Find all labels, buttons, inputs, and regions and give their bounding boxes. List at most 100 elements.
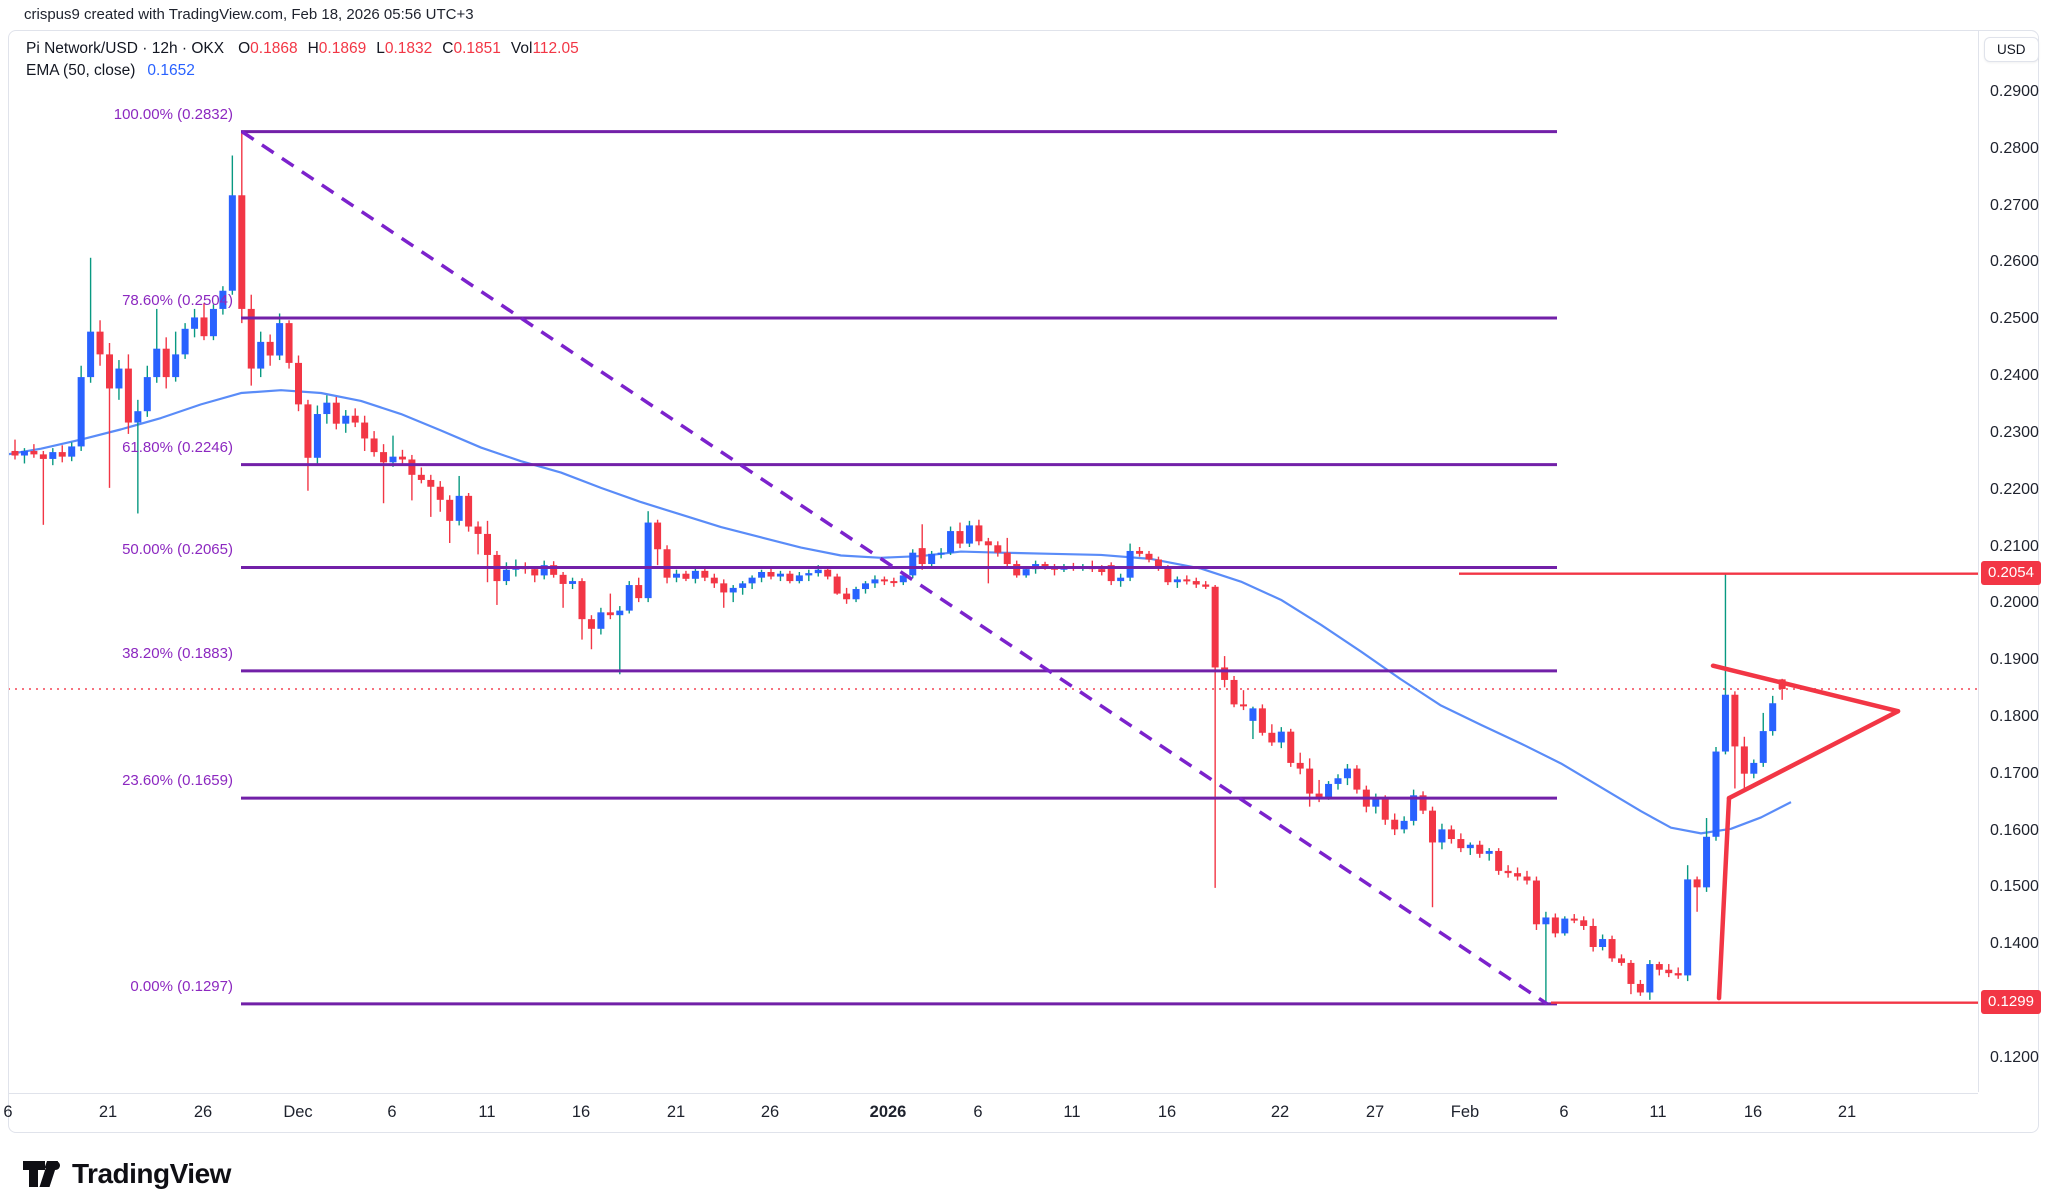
fib-level-label: 61.80% (0.2246) xyxy=(122,438,233,456)
candle-body xyxy=(691,570,699,579)
candle-body xyxy=(1447,829,1455,840)
candle-body xyxy=(58,452,66,457)
y-axis-tick: 0.2100 xyxy=(1990,537,2039,555)
ohlc-key: O xyxy=(238,40,251,57)
candle-body xyxy=(1429,810,1436,843)
candle-body xyxy=(1570,918,1578,921)
candle-body xyxy=(833,576,841,594)
candle-body xyxy=(1022,569,1030,576)
candle-body xyxy=(417,474,425,480)
candle-body xyxy=(1419,795,1427,811)
candle-body xyxy=(918,548,926,565)
candle-body xyxy=(795,575,803,582)
candle-body xyxy=(1589,925,1597,948)
candle-body xyxy=(1599,939,1607,948)
candle-body xyxy=(1740,746,1748,774)
candle-body xyxy=(1636,983,1644,993)
symbol-title[interactable]: Pi Network/USD · 12h · OKX xyxy=(26,40,225,57)
candle-body xyxy=(928,553,936,565)
fib-trendline-dashed xyxy=(241,130,1548,1006)
indicator-value: 0.1652 xyxy=(147,62,195,79)
candle-body xyxy=(729,587,737,593)
candle-body xyxy=(1750,762,1758,774)
candle-body xyxy=(502,569,510,582)
candle-body xyxy=(814,569,822,574)
legend-symbol-row[interactable]: Pi Network/USD · 12h · OKX O0.1868 H0.1869… xyxy=(26,38,589,60)
price-axis-separator[interactable] xyxy=(1978,31,1979,1092)
candle-body xyxy=(843,593,851,600)
candle-body xyxy=(389,456,397,463)
y-axis-tick: 0.1700 xyxy=(1990,764,2039,782)
candle-body xyxy=(1325,783,1333,797)
candle-body xyxy=(1769,703,1777,732)
candle-body xyxy=(1258,708,1266,733)
fib-level-label: 78.60% (0.2504) xyxy=(122,292,233,309)
legend-ohlc-values: O0.1868 H0.1869 L0.1832 C0.1851 Vol112.05 xyxy=(238,40,589,57)
chart-pane[interactable] xyxy=(9,31,2040,1134)
candle-body xyxy=(1381,798,1389,820)
y-axis-tick: 0.1800 xyxy=(1990,708,2039,726)
pennant-upper-line xyxy=(1710,663,1901,714)
y-axis-tick: 0.2400 xyxy=(1990,367,2039,385)
tradingview-logo[interactable]: TradingView xyxy=(22,1156,231,1192)
currency-usd-button[interactable]: USD xyxy=(1984,37,2039,62)
time-axis-separator[interactable] xyxy=(9,1093,1978,1094)
candle-body xyxy=(578,581,586,620)
x-axis-tick: 22 xyxy=(1270,1103,1290,1121)
candle-body xyxy=(77,377,85,447)
candle-body xyxy=(616,610,624,616)
candle-body xyxy=(984,541,992,546)
y-axis-tick: 0.2700 xyxy=(1990,196,2039,214)
x-axis-tick: 16 xyxy=(1743,1103,1763,1121)
candle-body xyxy=(332,402,340,424)
candle-body xyxy=(295,362,302,405)
candle-body xyxy=(1542,917,1550,925)
candle-body xyxy=(1731,694,1739,747)
attribution-text: crispus9 created with TradingView.com, F… xyxy=(24,6,474,23)
candle-body xyxy=(710,577,718,584)
candle-body xyxy=(11,450,19,456)
candle-body xyxy=(465,495,473,527)
candle-body xyxy=(1561,918,1569,934)
y-axis-tick: 0.1600 xyxy=(1990,821,2039,839)
candle-body xyxy=(1117,577,1125,582)
candle-body xyxy=(1721,694,1729,752)
candle-body xyxy=(115,368,123,389)
candle-body xyxy=(805,573,813,576)
candle-body xyxy=(436,486,444,500)
ohlc-value: 0.1868 xyxy=(250,40,298,57)
candle-body xyxy=(219,290,227,309)
candle-body xyxy=(68,446,76,457)
candle-body xyxy=(1646,964,1654,993)
candle-body xyxy=(276,323,284,356)
candle-body xyxy=(30,450,38,455)
candle-body xyxy=(474,526,482,534)
y-axis-tick: 0.2800 xyxy=(1990,139,2039,157)
indicator-title[interactable]: EMA (50, close) xyxy=(26,62,136,79)
candle-body xyxy=(1523,876,1531,881)
legend-indicator-row[interactable]: EMA (50, close) 0.1652 xyxy=(26,60,589,82)
candle-body xyxy=(1154,559,1162,569)
candle-body xyxy=(1504,870,1512,874)
candle-body xyxy=(739,583,747,588)
candle-body xyxy=(1532,880,1540,925)
candle-body xyxy=(644,522,652,599)
candle-body xyxy=(587,619,595,629)
candle-body xyxy=(540,565,548,576)
candle-body xyxy=(1618,958,1625,963)
ema-line xyxy=(9,389,1792,835)
x-axis-tick: 6 xyxy=(3,1103,13,1121)
candle-body xyxy=(1343,768,1351,779)
candle-body xyxy=(1485,850,1493,854)
tradingview-wordmark: TradingView xyxy=(72,1158,231,1189)
candle-body xyxy=(484,533,491,555)
candle-body xyxy=(1580,920,1588,926)
candle-body xyxy=(862,583,869,590)
candle-body xyxy=(1221,667,1229,680)
candle-body xyxy=(531,569,539,576)
candle-body xyxy=(1372,798,1380,807)
chart-card xyxy=(8,30,2039,1133)
candle-body xyxy=(1211,586,1219,668)
fib-level-label: 23.60% (0.1659) xyxy=(122,772,233,790)
candle-body xyxy=(1608,939,1616,959)
